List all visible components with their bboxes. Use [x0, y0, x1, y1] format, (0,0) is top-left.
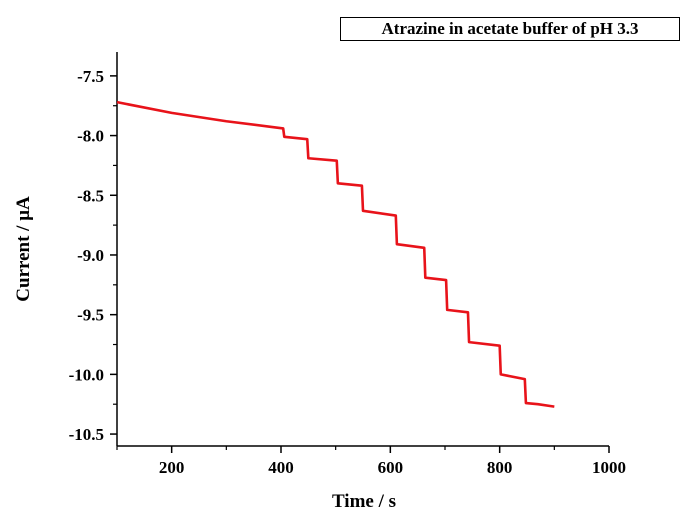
axes [116, 52, 609, 447]
y-tick-label: -10.5 [69, 425, 104, 444]
x-tick-label: 400 [268, 458, 294, 477]
y-tick-label: -8.5 [77, 186, 104, 205]
x-axis-title: Time / s [332, 491, 396, 512]
x-tick-label: 800 [487, 458, 513, 477]
x-tick-label: 600 [378, 458, 404, 477]
y-tick-label: -9.5 [77, 306, 104, 325]
axis-ticks [110, 75, 610, 453]
axis-tick-labels: 200 400 600 800 1000 -7.5 -8.0 -8.5 -9.0 -9.5 -10.… [69, 67, 626, 477]
y-axis-title: Current / μA [13, 196, 34, 302]
annotation-text: Atrazine in acetate buffer of pH 3.3 [381, 19, 639, 38]
x-tick-label: 200 [159, 458, 185, 477]
y-tick-label: -9.0 [77, 246, 104, 265]
x-tick-label: 1000 [592, 458, 626, 477]
series-layer [116, 100, 555, 408]
y-tick-label: -8.0 [77, 127, 104, 146]
y-tick-label: -10.0 [69, 365, 104, 384]
series-line [116, 100, 555, 408]
annotation-box: Atrazine in acetate buffer of pH 3.3 [340, 17, 680, 41]
y-tick-label: -7.5 [77, 67, 104, 86]
